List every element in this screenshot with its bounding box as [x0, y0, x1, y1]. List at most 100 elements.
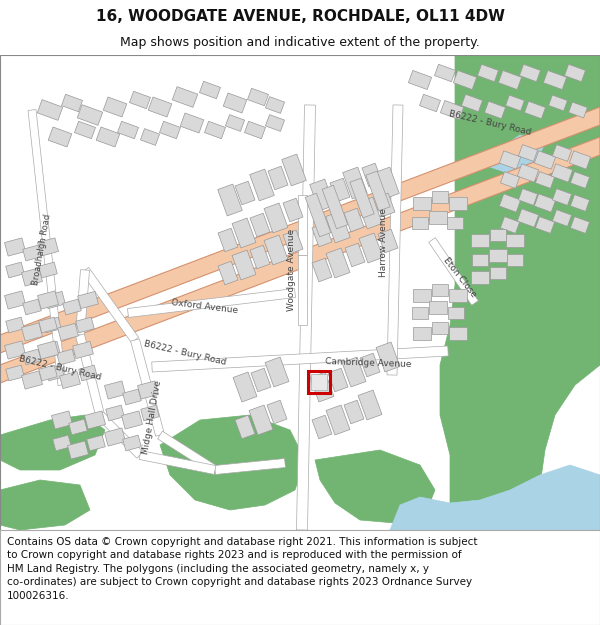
Bar — [544, 71, 566, 89]
Bar — [310, 179, 334, 211]
Bar — [569, 102, 587, 118]
Bar — [506, 234, 524, 246]
Bar — [232, 218, 256, 248]
Bar — [409, 71, 431, 89]
Bar — [548, 95, 568, 111]
Bar — [490, 229, 506, 241]
Polygon shape — [215, 459, 286, 474]
Polygon shape — [296, 105, 316, 530]
Bar — [264, 235, 288, 265]
Bar — [52, 411, 73, 429]
Bar — [358, 390, 382, 420]
Bar — [77, 291, 98, 309]
Polygon shape — [0, 107, 600, 353]
Bar — [250, 245, 270, 269]
Bar — [218, 184, 242, 216]
Bar — [22, 268, 43, 286]
Bar — [233, 372, 257, 402]
Text: Map shows position and indicative extent of the property.: Map shows position and indicative extent… — [120, 36, 480, 49]
Bar — [310, 372, 334, 402]
Bar — [37, 238, 59, 256]
Text: 16, WOODGATE AVENUE, ROCHDALE, OL11 4DW: 16, WOODGATE AVENUE, ROCHDALE, OL11 4DW — [95, 9, 505, 24]
Bar — [305, 193, 331, 237]
Bar — [85, 411, 106, 429]
Bar — [359, 233, 383, 263]
Polygon shape — [440, 55, 600, 530]
Bar — [226, 114, 245, 131]
Polygon shape — [76, 269, 89, 336]
Bar — [311, 374, 327, 390]
Bar — [312, 223, 332, 247]
Bar — [500, 217, 520, 233]
Bar — [489, 249, 507, 261]
Bar — [429, 301, 447, 314]
Bar — [360, 353, 380, 377]
Bar — [500, 172, 520, 188]
Bar — [250, 169, 274, 201]
Bar — [46, 365, 64, 381]
Bar — [22, 371, 43, 389]
Bar — [57, 349, 75, 365]
Bar — [22, 323, 43, 341]
Bar — [140, 129, 160, 146]
Bar — [412, 217, 428, 229]
Bar — [518, 189, 538, 206]
Bar — [518, 144, 538, 161]
Text: Eton Close: Eton Close — [442, 256, 478, 299]
Bar — [413, 326, 431, 339]
Bar — [472, 254, 488, 266]
Bar — [449, 289, 467, 301]
Bar — [235, 181, 255, 205]
Bar — [148, 97, 172, 117]
Bar — [326, 248, 350, 278]
Text: Harrow Avenue: Harrow Avenue — [379, 209, 388, 278]
Bar — [454, 71, 476, 89]
Bar — [507, 254, 523, 266]
Bar — [312, 415, 332, 439]
Bar — [376, 342, 400, 372]
Bar — [39, 317, 57, 333]
Text: Contains OS data © Crown copyright and database right 2021. This information is : Contains OS data © Crown copyright and d… — [7, 537, 478, 601]
Bar — [308, 371, 330, 393]
Bar — [37, 341, 59, 359]
Bar — [499, 194, 521, 212]
Bar — [223, 93, 247, 113]
Bar — [326, 405, 350, 435]
Bar — [524, 101, 545, 119]
Bar — [96, 127, 120, 147]
Text: Broadhalgh Road: Broadhalgh Road — [31, 214, 53, 286]
Bar — [4, 238, 26, 256]
Text: B6222 - Bury Road: B6222 - Bury Road — [143, 339, 227, 367]
Bar — [39, 262, 57, 278]
Bar — [172, 87, 198, 108]
Polygon shape — [131, 339, 164, 436]
Bar — [58, 323, 79, 341]
Bar — [180, 113, 204, 133]
Bar — [432, 191, 448, 203]
Bar — [264, 203, 288, 233]
Bar — [461, 94, 482, 112]
Bar — [432, 284, 448, 296]
Polygon shape — [28, 109, 66, 386]
Bar — [571, 172, 590, 188]
Bar — [499, 71, 521, 89]
Bar — [281, 154, 307, 186]
Bar — [344, 400, 364, 424]
Text: Oxford Avenue: Oxford Avenue — [171, 299, 239, 316]
Bar — [553, 189, 572, 206]
Polygon shape — [428, 238, 478, 305]
Polygon shape — [390, 465, 600, 530]
Polygon shape — [160, 415, 305, 510]
Polygon shape — [460, 55, 600, 175]
Bar — [412, 307, 428, 319]
Polygon shape — [139, 451, 216, 474]
Bar — [432, 322, 448, 334]
Bar — [87, 435, 105, 451]
Bar — [123, 435, 141, 451]
Bar — [268, 166, 288, 190]
Bar — [69, 419, 87, 435]
Bar — [106, 405, 124, 421]
Polygon shape — [298, 255, 307, 325]
Bar — [39, 365, 57, 381]
Bar — [6, 317, 24, 333]
